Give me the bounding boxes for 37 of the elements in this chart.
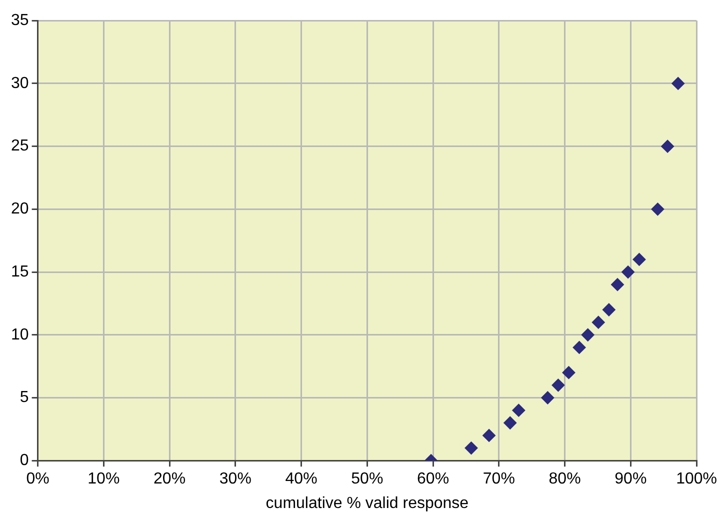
x-tick-label: 80% xyxy=(548,470,581,488)
y-tick-label: 5 xyxy=(20,389,29,406)
point xyxy=(622,266,635,279)
x-tick-label: 0% xyxy=(26,470,50,488)
point xyxy=(610,278,624,292)
x-axis-title: cumulative % valid response xyxy=(266,494,469,512)
x-tick-label: 70% xyxy=(482,470,515,488)
x-tick-label: 60% xyxy=(417,470,450,488)
x-tick-label: 10% xyxy=(88,470,120,488)
point xyxy=(552,378,565,392)
point xyxy=(581,328,594,342)
point xyxy=(512,404,526,417)
point xyxy=(464,442,478,455)
point xyxy=(672,76,685,90)
y-tick-label: 30 xyxy=(11,74,29,92)
y-tick-label: 15 xyxy=(11,263,29,280)
point xyxy=(651,202,664,216)
point xyxy=(592,316,605,329)
point xyxy=(661,140,674,153)
x-tick-label: 90% xyxy=(614,470,647,488)
point xyxy=(562,366,576,380)
y-tick-label: 20 xyxy=(11,200,29,218)
x-tick-label: 100% xyxy=(676,470,717,488)
y-tick-label: 25 xyxy=(11,138,29,155)
point xyxy=(572,340,586,354)
point xyxy=(504,416,517,430)
point xyxy=(541,391,554,404)
x-tick-label: 40% xyxy=(285,470,318,488)
x-tick-label: 30% xyxy=(219,470,252,488)
point xyxy=(632,252,646,266)
x-tick-label: 20% xyxy=(154,470,186,488)
x-tick-label: 50% xyxy=(351,470,384,488)
y-tick-label: 10 xyxy=(11,326,29,344)
y-tick-label: 35 xyxy=(11,12,29,30)
y-tick-label: 0 xyxy=(20,452,29,470)
point xyxy=(482,428,496,442)
point xyxy=(602,303,616,316)
